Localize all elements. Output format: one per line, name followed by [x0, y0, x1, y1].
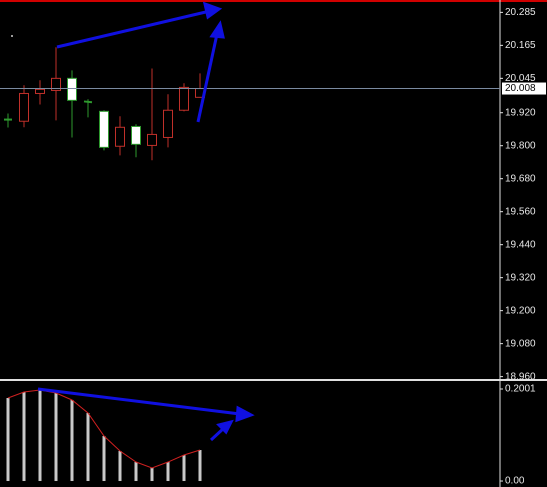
y-tick-label: 20.285: [505, 7, 536, 18]
y-tick-label: 19.560: [505, 206, 536, 217]
y-tick-label: 19.200: [505, 305, 536, 316]
y-tick-label: 20.165: [505, 40, 536, 51]
current-price-label: 20.008: [505, 83, 536, 94]
y-tick-label: 19.920: [505, 107, 536, 118]
histogram-bar: [22, 391, 26, 482]
candle-body: [131, 125, 141, 145]
arrow-line: [209, 426, 226, 442]
arrow-line: [56, 9, 211, 49]
histogram-bar: [86, 412, 90, 482]
candle-body: [115, 126, 125, 147]
histogram-bar: [166, 462, 170, 482]
y-tick-label: 0.2001: [505, 384, 536, 395]
arrow-line: [196, 33, 219, 123]
arrow-head: [202, 1, 223, 20]
histogram-bar: [198, 450, 202, 482]
y-tick-label: 20.045: [505, 73, 536, 84]
y-tick-label: 19.440: [505, 239, 536, 250]
arrow-head: [235, 405, 255, 423]
candle-body: [19, 92, 29, 122]
annotation-arrows: [37, 1, 255, 442]
histogram-bar: [54, 392, 58, 482]
y-tick-label: 19.680: [505, 173, 536, 184]
arrow-line: [37, 387, 241, 416]
histogram-bar: [134, 462, 138, 482]
y-tick-label: 19.080: [505, 338, 536, 349]
y-tick-label: 19.320: [505, 272, 536, 283]
histogram-bar: [6, 398, 10, 482]
histogram-bar: [38, 390, 42, 482]
candle-body: [99, 110, 109, 148]
histogram-bar: [182, 454, 186, 482]
candle-body: [147, 133, 157, 146]
candle-body: [179, 86, 189, 111]
dot: [11, 35, 13, 37]
arrow-head: [216, 419, 234, 435]
candle-body: [51, 77, 61, 91]
candle-body: [163, 109, 173, 138]
histogram-bar: [102, 435, 106, 482]
y-tick-label: 18.960: [505, 371, 536, 382]
current-price-box: [502, 82, 546, 95]
candle-body: [67, 77, 77, 101]
histogram-bar: [150, 468, 154, 482]
candle-body: [35, 88, 45, 94]
arrow-head: [209, 20, 225, 39]
y-tick-label: 0.00: [505, 476, 525, 487]
histogram-bar: [118, 450, 122, 482]
y-tick-label: 19.800: [505, 140, 536, 151]
histogram-bar: [70, 399, 74, 482]
candle-body: [83, 100, 93, 104]
